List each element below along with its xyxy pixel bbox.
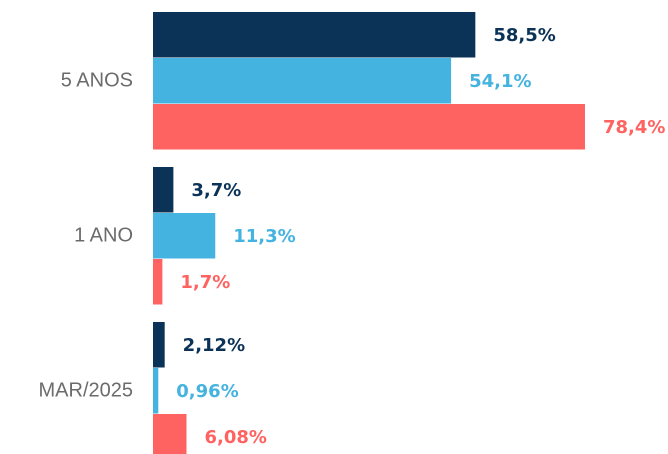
bar xyxy=(153,213,216,259)
bar xyxy=(153,104,585,150)
value-label: 6,08% xyxy=(205,427,267,448)
value-label: 0,96% xyxy=(176,381,238,402)
value-label: 54,1% xyxy=(469,71,531,92)
value-label: 1,7% xyxy=(180,272,230,293)
value-label: 11,3% xyxy=(233,226,295,247)
bar xyxy=(153,414,187,454)
bar xyxy=(153,259,163,305)
category-label: 1 ANO xyxy=(74,224,133,246)
bar xyxy=(153,368,159,414)
bar xyxy=(153,58,452,104)
value-label: 58,5% xyxy=(493,25,555,46)
value-label: 2,12% xyxy=(183,335,245,356)
value-label: 78,4% xyxy=(603,117,665,138)
category-label: 5 ANOS xyxy=(61,69,133,91)
value-label: 3,7% xyxy=(191,180,241,201)
bar xyxy=(153,167,174,213)
bar xyxy=(153,12,476,58)
category-label: MAR/2025 xyxy=(39,379,134,401)
bar xyxy=(153,322,165,368)
